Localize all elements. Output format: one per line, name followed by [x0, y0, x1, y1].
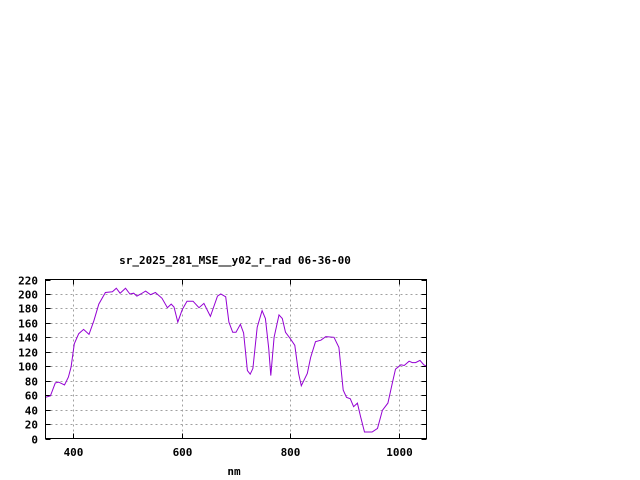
y-tick-label: 80 [25, 376, 38, 389]
x-tick-label: 600 [173, 446, 193, 459]
y-tick-label: 100 [18, 361, 38, 374]
plot-border [45, 279, 427, 439]
y-tick-label: 140 [18, 332, 38, 345]
x-axis-label: nm [227, 465, 241, 478]
x-tick-label: 1000 [386, 446, 413, 459]
y-tick-label: 0 [31, 434, 38, 447]
y-tick-label: 180 [18, 303, 38, 316]
y-tick-label: 60 [25, 390, 38, 403]
grid [45, 279, 427, 439]
chart-title: sr_2025_281_MSE__y02_r_rad 06-36-00 [119, 254, 351, 267]
y-tick-label: 160 [18, 318, 38, 331]
y-tick-label: 20 [25, 419, 38, 432]
y-tick-label: 220 [18, 275, 38, 288]
x-tick-label: 800 [281, 446, 301, 459]
x-axis: 400 600 800 1000 [64, 279, 413, 459]
series-line [45, 287, 427, 433]
x-tick-label: 400 [64, 446, 84, 459]
y-tick-label: 200 [18, 289, 38, 302]
y-tick-label: 120 [18, 347, 38, 360]
y-tick-label: 40 [25, 405, 38, 418]
